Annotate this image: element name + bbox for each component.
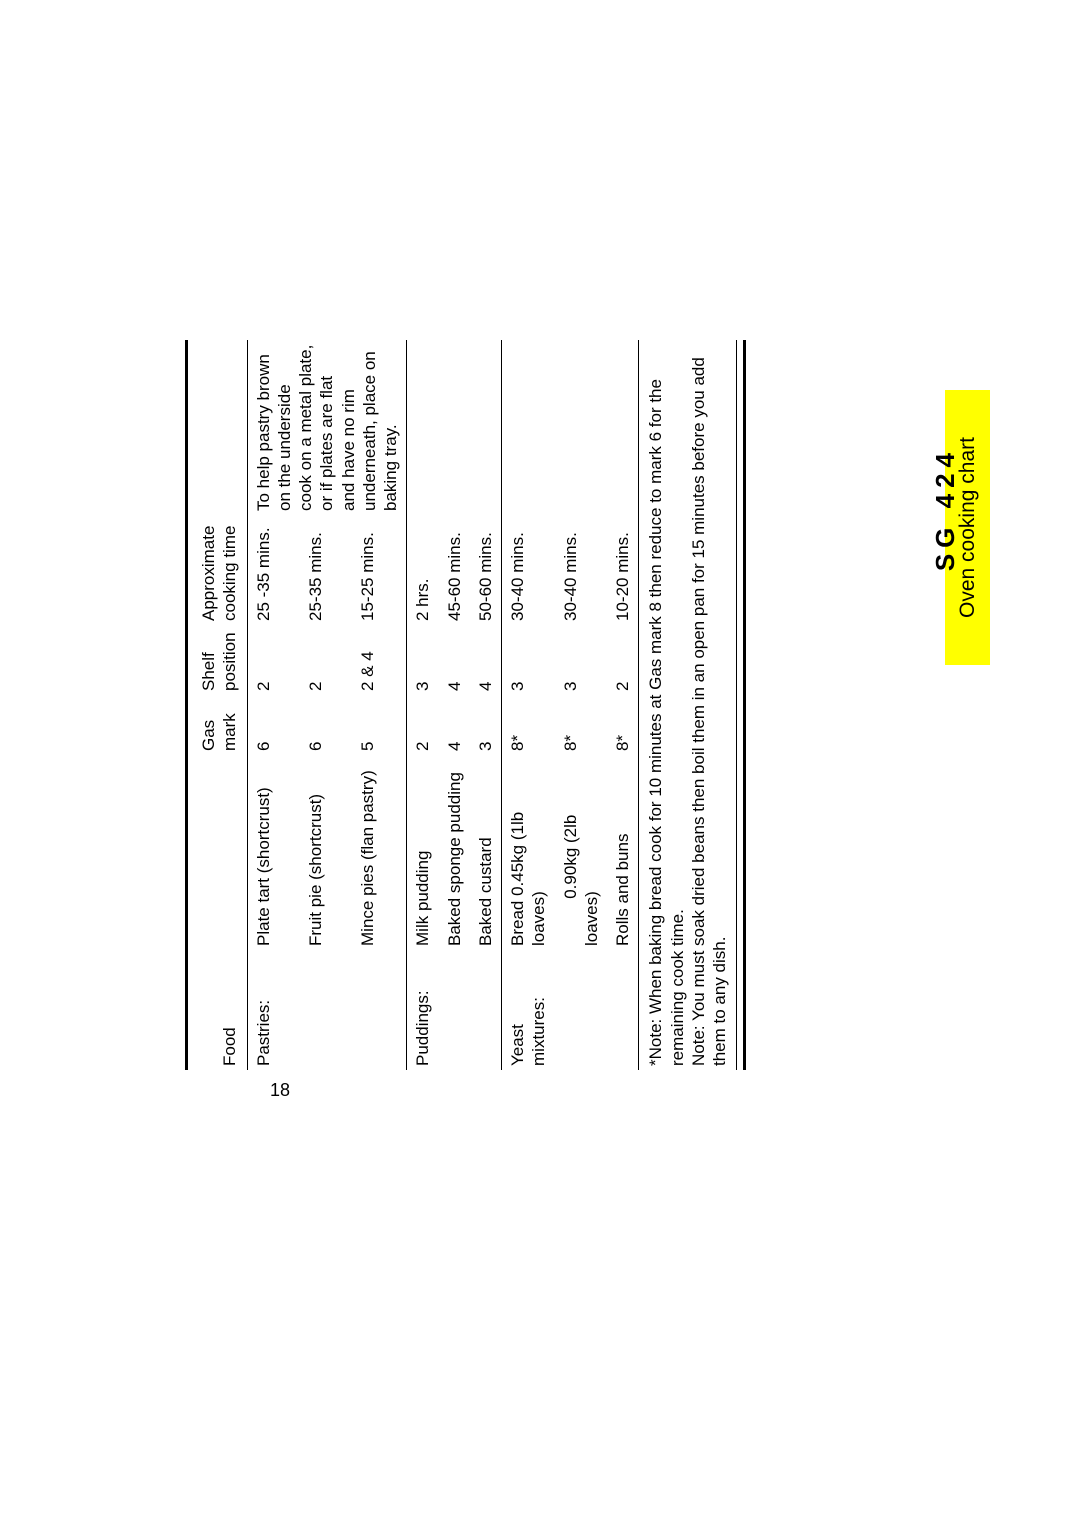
gas-cell: 4 (439, 695, 470, 755)
footnote-2: Note: You must soak dried beans then boi… (688, 344, 731, 1066)
rule-bottom (743, 340, 746, 1070)
page: Oven cooking chart SG 424 Food Gas mark … (0, 0, 1080, 1528)
shelf-cell: 3 (555, 625, 608, 695)
table-header-row: Food Gas mark Shelf position Approximate… (194, 340, 247, 1070)
content-area: Food Gas mark Shelf position Approximate… (185, 340, 825, 1070)
time-cell: 15-25 mins. (352, 515, 404, 625)
col-shelf-header: Shelf position (194, 625, 247, 695)
gas-cell: 8* (555, 695, 608, 755)
col-time-header: Approximate cooking time (194, 515, 247, 625)
gas-cell: 8* (607, 695, 639, 755)
time-cell: 10-20 mins. (607, 515, 639, 625)
shelf-cell: 3 (502, 625, 555, 695)
item-cell: Rolls and buns (607, 755, 639, 950)
col-time-label-1: Approximate (199, 526, 218, 621)
table-row: Puddings: Milk pudding 2 3 2 hrs. (407, 340, 439, 1070)
section-note (407, 340, 502, 515)
time-cell: 30-40 mins. (502, 515, 555, 625)
item-cell: Fruit pie (shortcrust) (300, 755, 352, 950)
shelf-cell: 3 (407, 625, 439, 695)
gas-cell: 5 (352, 695, 404, 755)
gas-cell: 3 (470, 695, 502, 755)
col-food-header: Food (194, 950, 247, 1070)
item-cell: 0.90kg (2lb loaves) (555, 755, 608, 950)
table-row: Yeast mixtures: Bread 0.45kg (1lb loaves… (502, 340, 555, 1070)
time-cell: 50-60 mins. (470, 515, 502, 625)
table-body: Pastries: Plate tart (shortcrust) 6 2 25… (247, 340, 737, 1070)
category-cell: Yeast mixtures: (502, 950, 639, 1070)
gas-cell: 2 (407, 695, 439, 755)
item-cell: Baked sponge pudding (439, 755, 470, 950)
col-item-header (194, 755, 247, 950)
time-cell: 45-60 mins. (439, 515, 470, 625)
page-number: 18 (270, 1080, 290, 1101)
time-cell: 2 hrs. (407, 515, 439, 625)
item-cell: Baked custard (470, 755, 502, 950)
shelf-cell: 4 (439, 625, 470, 695)
cooking-chart-table: Food Gas mark Shelf position Approximate… (194, 340, 737, 1070)
item-cell: Bread 0.45kg (1lb loaves) (502, 755, 555, 950)
footnote-row: *Note: When baking bread cook for 10 min… (639, 340, 737, 1070)
shelf-cell: 2 & 4 (352, 625, 404, 695)
category-cell: Puddings: (407, 950, 502, 1070)
col-shelf-label-2: position (220, 632, 239, 691)
col-time-label-2: cooking time (220, 526, 239, 621)
shelf-cell: 2 (607, 625, 639, 695)
shelf-cell: 2 (300, 625, 352, 695)
category-cell: Pastries: (247, 950, 407, 1070)
time-cell: 30-40 mins. (555, 515, 608, 625)
item-cell: Plate tart (shortcrust) (247, 755, 300, 950)
model-code: SG 424 (930, 447, 961, 571)
col-gas-header: Gas mark (194, 695, 247, 755)
footnote-1: *Note: When baking bread cook for 10 min… (645, 344, 688, 1066)
item-cell: Mince pies (flan pastry) (352, 755, 404, 950)
gas-cell: 6 (300, 695, 352, 755)
gas-cell: 6 (247, 695, 300, 755)
gas-cell: 8* (502, 695, 555, 755)
col-food-label: Food (220, 1027, 239, 1066)
item-cell: Milk pudding (407, 755, 439, 950)
shelf-cell: 2 (247, 625, 300, 695)
col-gas-label-2: mark (220, 713, 239, 751)
time-cell: 25 -35 mins. (247, 515, 300, 625)
footnote-cell: *Note: When baking bread cook for 10 min… (639, 340, 737, 1070)
rule-top (185, 340, 188, 1070)
col-shelf-label-1: Shelf (199, 652, 218, 691)
section-note (502, 340, 639, 515)
table-row: Pastries: Plate tart (shortcrust) 6 2 25… (247, 340, 300, 1070)
section-note: To help pastry brown on the underside co… (247, 340, 407, 515)
col-gas-label-1: Gas (199, 720, 218, 751)
shelf-cell: 4 (470, 625, 502, 695)
time-cell: 25-35 mins. (300, 515, 352, 625)
col-note-header (194, 340, 247, 515)
